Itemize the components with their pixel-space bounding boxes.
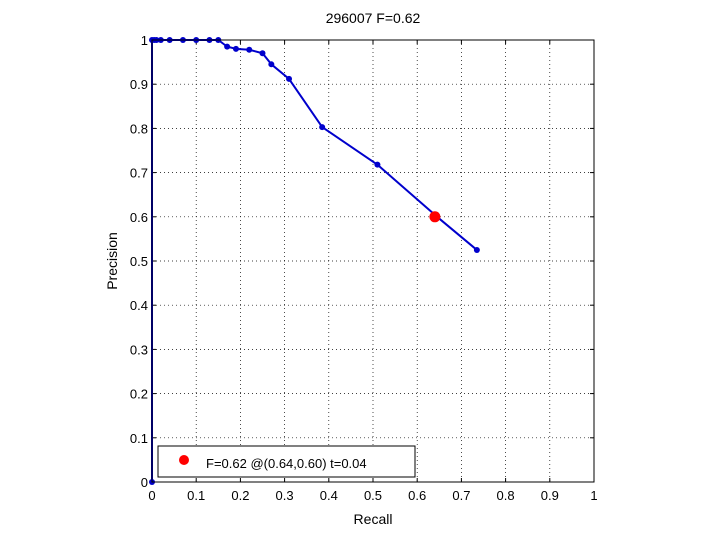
data-point [374,161,381,168]
x-tick-label: 0 [148,488,155,503]
y-tick-label: 0.2 [130,387,148,402]
y-tick-label: 0.7 [130,166,148,181]
data-point [246,46,253,53]
x-axis-label: Recall [354,511,393,527]
legend-box [157,445,416,478]
data-point [224,43,231,50]
y-tick-label: 0.4 [130,298,148,313]
x-tick-label: 0.7 [452,488,470,503]
y-tick-label: 0.1 [130,431,148,446]
chart-title: 296007 F=0.62 [326,10,421,26]
grid-lines [152,40,594,482]
data-point [473,246,480,253]
x-tick-label: 0.5 [364,488,382,503]
y-tick-label: 0.9 [130,77,148,92]
y-axis-label: Precision [104,232,120,290]
x-tick-label: 1 [590,488,597,503]
x-tick-label: 0.1 [187,488,205,503]
y-tick-label: 0.6 [130,210,148,225]
y-tick-label: 0.3 [130,342,148,357]
best-f-marker [429,211,441,223]
y-tick-label: 1 [141,33,148,48]
axis-ticks: 0 0.1 0.2 0.3 0.4 0.5 0.6 0.7 0.8 0.9 1 0 0.1 0.2 0.3 0… [130,33,598,503]
legend-label: F=0.62 @(0.64,0.60) t=0.04 [206,456,367,471]
x-tick-label: 0.9 [541,488,559,503]
data-point [232,45,239,52]
y-tick-label: 0 [141,475,148,490]
data-point [286,75,293,82]
y-tick-label: 0.8 [130,121,148,136]
data-point [319,124,326,131]
x-tick-label: 0.2 [231,488,249,503]
x-tick-label: 0.4 [320,488,338,503]
x-tick-label: 0.3 [276,488,294,503]
legend-marker [179,455,189,465]
data-point [268,61,275,68]
y-tick-label: 0.5 [130,254,148,269]
plot-frame [151,39,595,483]
legend: F=0.62 @(0.64,0.60) t=0.04 [157,445,416,478]
x-tick-label: 0.8 [497,488,515,503]
data-point [259,50,266,57]
x-tick-label: 0.6 [408,488,426,503]
